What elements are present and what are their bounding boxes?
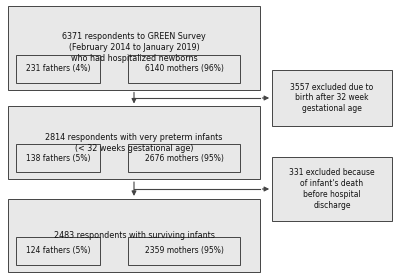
Bar: [272, 70, 392, 126]
Text: 2676 mothers (95%): 2676 mothers (95%): [144, 154, 224, 163]
Bar: [8, 106, 260, 179]
Bar: [128, 237, 240, 265]
Text: 3557 excluded due to
birth after 32 week
gestational age: 3557 excluded due to birth after 32 week…: [290, 83, 374, 113]
Bar: [16, 237, 100, 265]
Bar: [16, 144, 100, 172]
Bar: [128, 55, 240, 83]
Bar: [8, 199, 260, 272]
Text: 6140 mothers (96%): 6140 mothers (96%): [144, 64, 224, 73]
Bar: [272, 157, 392, 221]
Text: 231 fathers (4%): 231 fathers (4%): [26, 64, 90, 73]
Bar: [128, 144, 240, 172]
Bar: [8, 6, 260, 90]
Text: 138 fathers (5%): 138 fathers (5%): [26, 154, 90, 163]
Bar: [16, 55, 100, 83]
Text: 2359 mothers (95%): 2359 mothers (95%): [144, 246, 224, 255]
Text: 6371 respondents to GREEN Survey
(February 2014 to January 2019)
who had hospita: 6371 respondents to GREEN Survey (Februa…: [62, 32, 206, 63]
Text: 331 excluded because
of infant's death
before hospital
discharge: 331 excluded because of infant's death b…: [289, 168, 375, 210]
Text: 2814 respondents with very preterm infants
(< 32 weeks gestational age): 2814 respondents with very preterm infan…: [45, 133, 223, 153]
Text: 2483 respondents with surviving infants: 2483 respondents with surviving infants: [54, 231, 214, 240]
Text: 124 fathers (5%): 124 fathers (5%): [26, 246, 90, 255]
